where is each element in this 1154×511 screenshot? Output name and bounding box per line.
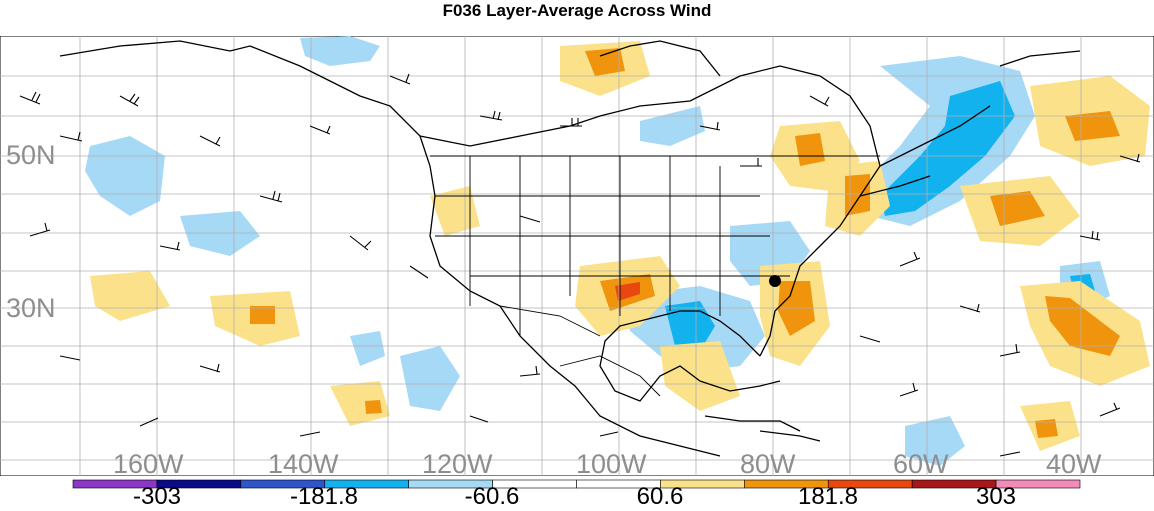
pos-core bbox=[1045, 296, 1120, 356]
neg-core bbox=[880, 81, 1015, 216]
political-borders bbox=[430, 155, 880, 397]
pos-core bbox=[778, 281, 815, 336]
colorbar-label: 303 bbox=[975, 483, 1017, 510]
lon-label-80w: 80W bbox=[740, 449, 796, 479]
pos-core bbox=[1035, 419, 1058, 438]
map-title: F036 Layer-Average Across Wind bbox=[442, 1, 712, 20]
neg-region bbox=[180, 211, 260, 256]
colorbar-label: 181.8 bbox=[797, 483, 859, 510]
lon-label-40w: 40W bbox=[1046, 449, 1102, 479]
colorbar-label: -303 bbox=[132, 483, 182, 510]
colorbar-label: -60.6 bbox=[464, 483, 520, 510]
lon-label-100w: 100W bbox=[576, 449, 647, 479]
pos-core bbox=[585, 48, 625, 76]
lat-label-50n: 50N bbox=[6, 140, 56, 170]
grid-lines bbox=[0, 36, 1154, 476]
pos-region bbox=[430, 186, 480, 236]
pos-region bbox=[660, 341, 740, 411]
station-marker bbox=[769, 275, 781, 287]
pos-region bbox=[330, 381, 390, 426]
pos-core bbox=[795, 133, 825, 166]
neg-region bbox=[905, 416, 965, 466]
pos-core bbox=[1065, 111, 1120, 141]
colorbar-swatch bbox=[995, 479, 1081, 489]
colorbar-label: 60.6 bbox=[636, 483, 684, 510]
neg-region bbox=[400, 346, 460, 411]
lon-label-160w: 160W bbox=[113, 449, 184, 479]
pos-core bbox=[845, 174, 870, 216]
pos-region bbox=[90, 271, 170, 321]
lat-label-30n: 30N bbox=[6, 293, 56, 323]
lon-label-140w: 140W bbox=[268, 449, 339, 479]
wind-barbs bbox=[19, 73, 1141, 457]
neg-region bbox=[350, 331, 385, 366]
pos-core bbox=[365, 400, 382, 414]
lon-label-60w: 60W bbox=[893, 449, 949, 479]
lon-label-120w: 120W bbox=[422, 449, 493, 479]
pos-core bbox=[250, 306, 275, 324]
neg-region bbox=[300, 36, 380, 66]
colorbar bbox=[72, 479, 1081, 489]
neg-core bbox=[665, 301, 715, 351]
wind-map bbox=[0, 36, 1154, 476]
pos-core bbox=[615, 282, 640, 301]
colorbar-label: -181.8 bbox=[289, 483, 359, 510]
